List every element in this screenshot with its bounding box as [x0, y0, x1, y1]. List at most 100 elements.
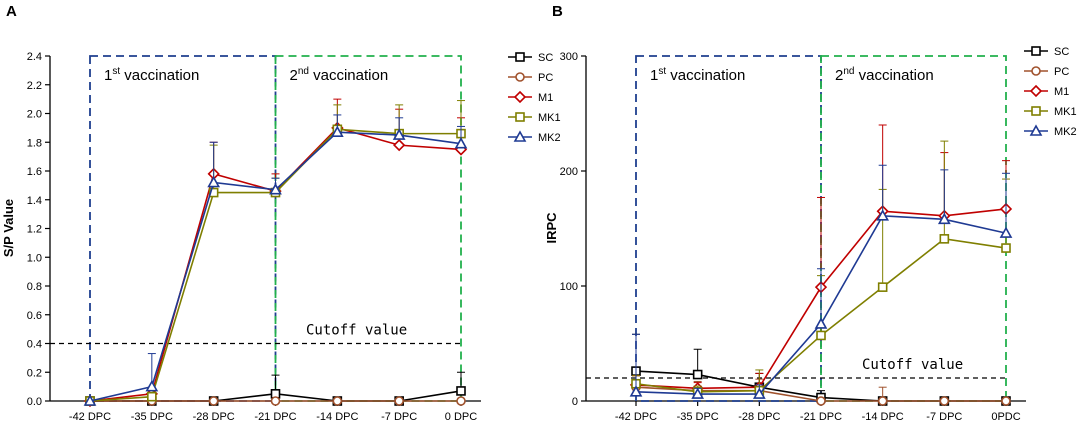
data-point-pc — [208, 396, 219, 406]
legend-label-m1: M1 — [1054, 86, 1069, 98]
y-tick-label: 1.8 — [27, 137, 42, 149]
y-axis-label: IRPC — [544, 212, 559, 244]
legend-label-mk1: MK1 — [538, 112, 561, 124]
legend-marker-mk2 — [513, 130, 527, 142]
data-point-mk2 — [83, 394, 97, 406]
y-tick-label: 0.6 — [27, 310, 42, 322]
legend-marker-mk1 — [515, 112, 525, 122]
cutoff-label: Cutoff value — [862, 357, 963, 373]
legend-label-sc: SC — [1054, 46, 1069, 58]
x-tick-label: -14 DPC — [862, 411, 904, 423]
data-point-mk1 — [1001, 243, 1011, 253]
y-tick-label: 1.6 — [27, 166, 42, 178]
data-point-mk2 — [454, 137, 468, 149]
legend: SC PC M1 MK1 MK2 — [1024, 46, 1077, 138]
y-tick-label: 2.2 — [27, 80, 42, 92]
legend-marker-m1 — [513, 90, 527, 104]
legend-label-sc: SC — [538, 52, 553, 64]
y-tick-label: 300 — [560, 51, 578, 63]
first-vaccination-box — [89, 55, 277, 402]
x-tick-label: -7 DPC — [926, 411, 962, 423]
data-point-pc — [394, 396, 404, 406]
data-point-sc — [456, 386, 466, 396]
legend-marker-pc — [515, 72, 525, 82]
legend-marker-mk1 — [1031, 106, 1041, 116]
y-tick-label: 100 — [560, 281, 578, 293]
legend-label-m1: M1 — [538, 92, 553, 104]
panel-letter: B — [552, 3, 563, 20]
data-point-pc — [877, 396, 888, 406]
legend-marker-sc — [515, 52, 525, 62]
y-axis-label: S/P Value — [1, 199, 16, 257]
data-point-mk2 — [330, 125, 344, 137]
data-point-mk1 — [877, 282, 888, 292]
y-tick-label: 1.0 — [27, 252, 42, 264]
legend: SC PC M1 MK1 MK2 — [508, 52, 561, 144]
data-point-mk2 — [145, 379, 159, 392]
data-point-mk2 — [937, 212, 951, 225]
y-tick-label: 0.2 — [27, 367, 42, 379]
series-mk2 — [83, 114, 468, 406]
second-vaccination-box — [274, 55, 462, 402]
legend-marker-sc — [1031, 46, 1041, 56]
data-point-pc — [270, 396, 281, 406]
data-point-sc — [692, 369, 703, 380]
x-tick-label: -21 DPC — [800, 411, 842, 423]
y-tick-label: 2.0 — [27, 109, 42, 121]
legend-label-mk2: MK2 — [538, 132, 561, 144]
data-point-mk1 — [208, 187, 219, 198]
legend-label-mk1: MK1 — [1054, 106, 1077, 118]
data-point-pc — [816, 396, 826, 406]
second-vaccination-label: 2nd vaccination — [290, 66, 389, 84]
data-point-mk2 — [691, 387, 705, 399]
legend-label-pc: PC — [1054, 66, 1069, 78]
data-point-pc — [1001, 396, 1011, 406]
y-tick-label: 0.0 — [27, 396, 42, 408]
y-tick-label: 200 — [560, 166, 578, 178]
panel-letter: A — [6, 3, 17, 20]
data-point-mk2 — [269, 183, 282, 195]
y-tick-label: 0 — [572, 396, 578, 408]
x-tick-label: -21 DPC — [254, 411, 296, 423]
second-vaccination-label: 2nd vaccination — [835, 66, 934, 84]
panel-b: B IRPC 0 100 200 300 -42 DPC -35 DPC -28 DPC -21 … — [544, 3, 1077, 423]
data-point-mk2 — [814, 317, 828, 329]
data-point-mk2 — [392, 128, 406, 140]
series-mk2 — [629, 164, 1013, 399]
legend-label-pc: PC — [538, 72, 553, 84]
first-vaccination-label: 1st vaccination — [650, 66, 745, 84]
first-vaccination-label: 1st vaccination — [104, 66, 199, 84]
legend-marker-pc — [1031, 66, 1041, 76]
y-tick-label: 2.4 — [27, 51, 42, 63]
data-point-mk2 — [629, 385, 643, 397]
data-point-mk2 — [207, 175, 221, 188]
x-tick-label: 0PDC — [991, 411, 1020, 423]
x-tick-label: -7 DPC — [381, 411, 417, 423]
panel-a: A S/P Value 0.0 0.2 0.4 0.6 0.8 1.0 1.2 1.4 1.6 1.8… — [1, 3, 561, 423]
data-point-mk1 — [939, 234, 950, 244]
legend-label-mk2: MK2 — [1054, 126, 1077, 138]
data-point-pc — [939, 396, 950, 406]
data-point-pc — [456, 396, 466, 406]
x-tick-label: -28 DPC — [193, 411, 235, 423]
second-vaccination-box — [820, 55, 1007, 402]
x-tick-label: 0 DPC — [445, 411, 477, 423]
legend-marker-m1 — [1029, 84, 1043, 98]
data-point-m1 — [393, 138, 406, 152]
series-pc — [85, 396, 466, 406]
x-tick-label: -35 DPC — [677, 411, 719, 423]
x-tick-label: -14 DPC — [316, 411, 358, 423]
x-tick-label: -28 DPC — [738, 411, 780, 423]
x-tick-label: -35 DPC — [131, 411, 173, 423]
data-point-mk2 — [752, 387, 766, 399]
data-point-mk1 — [147, 391, 157, 402]
y-tick-label: 0.8 — [27, 281, 42, 293]
first-vaccination-box — [635, 55, 822, 402]
legend-marker-mk2 — [1029, 124, 1043, 136]
y-tick-label: 1.2 — [27, 224, 42, 236]
cutoff-label: Cutoff value — [306, 323, 407, 339]
data-point-mk2 — [999, 226, 1013, 238]
y-tick-label: 1.4 — [27, 195, 42, 207]
x-tick-label: -42 DPC — [615, 411, 657, 423]
